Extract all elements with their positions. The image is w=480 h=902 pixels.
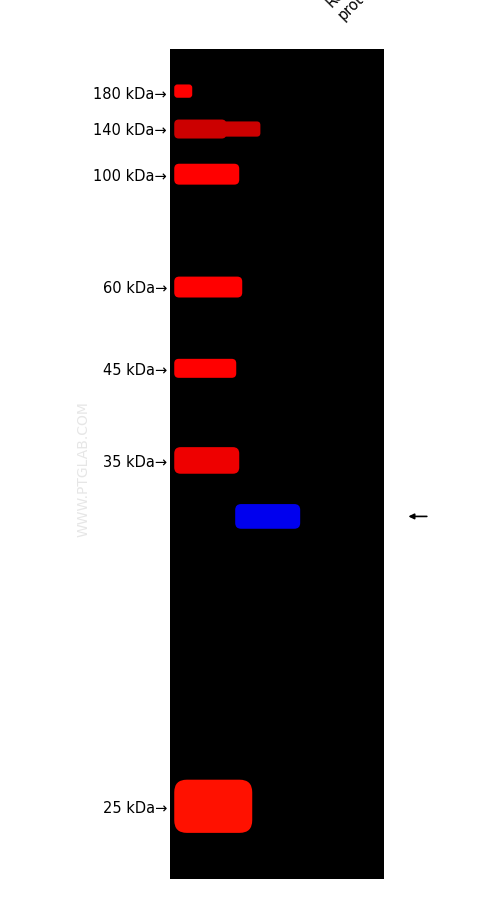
FancyBboxPatch shape — [174, 120, 226, 140]
Text: 180 kDa→: 180 kDa→ — [94, 87, 167, 102]
FancyBboxPatch shape — [218, 123, 260, 137]
Text: 45 kDa→: 45 kDa→ — [103, 363, 167, 377]
Text: WWW.PTGLAB.COM: WWW.PTGLAB.COM — [77, 401, 91, 537]
Text: 25 kDa→: 25 kDa→ — [103, 800, 167, 815]
FancyBboxPatch shape — [174, 86, 192, 98]
FancyBboxPatch shape — [174, 447, 239, 474]
Text: 60 kDa→: 60 kDa→ — [103, 281, 167, 296]
FancyBboxPatch shape — [174, 780, 252, 833]
Text: 140 kDa→: 140 kDa→ — [94, 124, 167, 138]
Text: 35 kDa→: 35 kDa→ — [103, 455, 167, 469]
FancyBboxPatch shape — [174, 359, 236, 379]
Text: Recombinant
protein: Recombinant protein — [323, 0, 414, 23]
Text: 100 kDa→: 100 kDa→ — [93, 169, 167, 183]
FancyBboxPatch shape — [174, 164, 239, 186]
FancyBboxPatch shape — [174, 277, 242, 299]
FancyBboxPatch shape — [235, 504, 300, 529]
Bar — [170, 50, 384, 879]
